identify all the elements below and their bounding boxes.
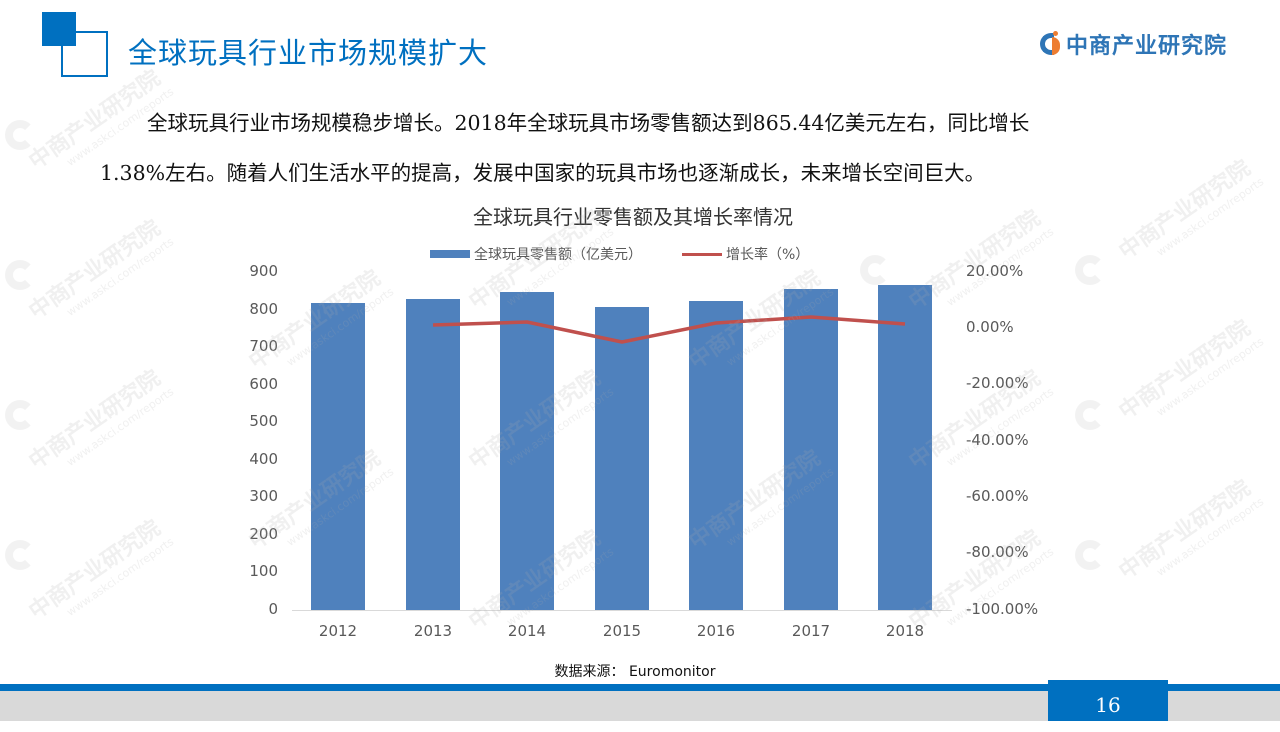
- watermark-logo-icon: [1075, 255, 1105, 285]
- title-decoration-filled-square: [42, 12, 76, 46]
- watermark-url: www.askci.com/reports: [64, 385, 177, 469]
- y-right-tick: 20.00%: [966, 262, 1024, 280]
- watermark-url: www.askci.com/reports: [64, 535, 177, 619]
- y-left-tick: 0: [268, 600, 278, 618]
- y-left-tick: 700: [249, 337, 278, 355]
- body-paragraph-line-1: 全球玩具行业市场规模稳步增长。2018年全球玩具市场零售额达到865.44亿美元…: [147, 111, 1030, 135]
- y-right-tick: -80.00%: [966, 543, 1029, 561]
- y-right-tick: -60.00%: [966, 487, 1029, 505]
- logo-text: 中商产业研究院: [1066, 34, 1228, 59]
- chart-title: 全球玩具行业零售额及其增长率情况: [473, 205, 793, 229]
- watermark-text: 中商产业研究院: [24, 365, 166, 475]
- chart-legend: 全球玩具零售额（亿美元） 增长率（%）: [430, 244, 809, 264]
- y-left-tick: 400: [249, 450, 278, 468]
- x-tick: 2012: [318, 622, 358, 640]
- x-tick: 2015: [602, 622, 642, 640]
- page-number: 16: [1048, 680, 1168, 721]
- x-tick: 2018: [885, 622, 925, 640]
- x-tick: 2014: [507, 622, 547, 640]
- x-tick: 2013: [413, 622, 453, 640]
- watermark-text: 中商产业研究院: [24, 515, 166, 625]
- y-right-tick: -20.00%: [966, 374, 1029, 392]
- logo-icon: [1040, 31, 1062, 57]
- x-tick: 2016: [696, 622, 736, 640]
- y-left-tick: 800: [249, 300, 278, 318]
- body-paragraph-line-2: 1.38%左右。随着人们生活水平的提高，发展中国家的玩具市场也逐渐成长，未来增长…: [100, 161, 986, 185]
- watermark-url: www.askci.com/reports: [64, 235, 177, 319]
- y-left-tick: 200: [249, 525, 278, 543]
- bar-2016: [689, 301, 743, 610]
- watermark-url: www.askci.com/reports: [1154, 335, 1267, 419]
- x-tick: 2017: [791, 622, 831, 640]
- legend-line-swatch: [682, 252, 722, 256]
- y-left-tick: 900: [249, 262, 278, 280]
- y-right-tick: -40.00%: [966, 431, 1029, 449]
- watermark-text: 中商产业研究院: [24, 215, 166, 325]
- bar-2014: [500, 292, 554, 610]
- x-axis-baseline: [292, 610, 952, 611]
- y-left-tick: 300: [249, 487, 278, 505]
- data-source: 数据来源： Euromonitor: [554, 664, 716, 680]
- watermark-logo-icon: [5, 540, 35, 570]
- bar-2017: [784, 289, 838, 610]
- y-left-tick: 600: [249, 375, 278, 393]
- watermark-logo-icon: [1075, 540, 1105, 570]
- bar-2012: [311, 303, 365, 610]
- legend-bar-swatch: [430, 250, 470, 258]
- legend-bar-label: 全球玩具零售额（亿美元）: [474, 247, 642, 263]
- watermark-logo-icon: [860, 255, 890, 285]
- brand-logo: 中商产业研究院: [1040, 28, 1227, 60]
- watermark-text: 中商产业研究院: [1114, 315, 1256, 425]
- y-left-tick: 100: [249, 562, 278, 580]
- watermark-logo-icon: [5, 400, 35, 430]
- page-title: 全球玩具行业市场规模扩大: [128, 36, 489, 70]
- title-decoration-outline-square: [61, 31, 108, 77]
- watermark-logo-icon: [1075, 400, 1105, 430]
- y-left-tick: 500: [249, 412, 278, 430]
- bar-2018: [878, 285, 932, 610]
- bar-2015: [595, 307, 649, 610]
- watermark-logo-icon: [5, 120, 35, 150]
- footer-blue-stripe: [0, 684, 1280, 691]
- watermark-logo-icon: [5, 260, 35, 290]
- y-right-tick: 0.00%: [966, 318, 1014, 336]
- watermark-text: 中商产业研究院: [1114, 475, 1256, 585]
- y-right-tick: -100.00%: [966, 600, 1039, 618]
- bar-2013: [406, 299, 460, 610]
- legend-line-label: 增长率（%）: [726, 247, 810, 263]
- watermark-url: www.askci.com/reports: [1154, 495, 1267, 579]
- watermark-url: www.askci.com/reports: [944, 385, 1057, 469]
